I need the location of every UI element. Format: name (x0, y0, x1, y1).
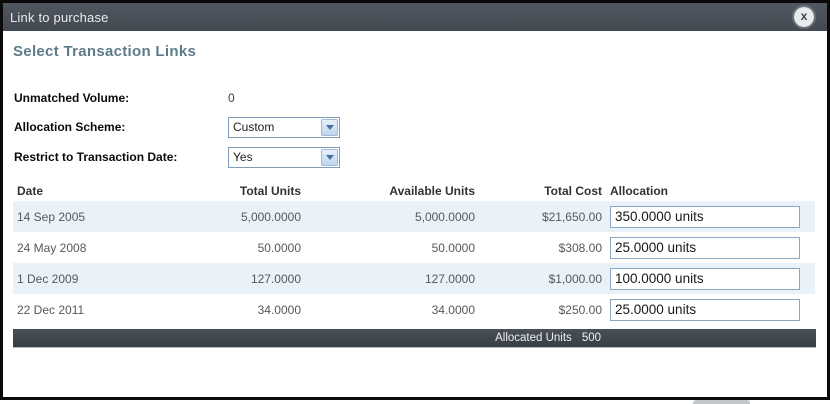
allocation-scheme-selected-value: Custom (233, 120, 275, 134)
allocation-input[interactable] (610, 236, 800, 259)
unmatched-volume-label: Unmatched Volume: (14, 91, 130, 105)
column-header-date: Date (17, 183, 44, 198)
allocated-units-label: Allocated Units (495, 332, 572, 344)
table-row: 1 Dec 2009 127.0000 127.0000 $1,000.00 (13, 263, 815, 294)
cell-date: 1 Dec 2009 (17, 271, 79, 286)
close-icon: x (800, 9, 808, 23)
allocated-units-value: 500 (581, 332, 601, 344)
restrict-to-transaction-date-row: Restrict to Transaction Date: Yes (14, 146, 340, 168)
column-header-available-units: Available Units (389, 183, 475, 198)
close-button[interactable]: x (794, 7, 814, 27)
table-row: 14 Sep 2005 5,000.0000 5,000.0000 $21,65… (13, 201, 815, 232)
column-header-allocation: Allocation (610, 183, 669, 198)
chevron-down-icon[interactable] (321, 148, 338, 166)
column-header-total-cost: Total Cost (544, 183, 602, 198)
column-header-total-units: Total Units (239, 183, 301, 198)
restrict-date-select[interactable]: Yes (228, 146, 340, 168)
cell-total-units: 5,000.0000 (240, 209, 301, 224)
cell-date: 14 Sep 2005 (17, 209, 86, 224)
table-header-row: Date Total Units Available Units Total C… (13, 180, 815, 201)
cell-date: 22 Dec 2011 (17, 302, 85, 317)
page-title: Select Transaction Links (13, 43, 197, 60)
cell-total-units: 50.0000 (257, 240, 301, 255)
cell-total-cost: $250.00 (558, 302, 602, 317)
allocation-scheme-label: Allocation Scheme: (14, 120, 126, 134)
cell-available-units: 127.0000 (424, 271, 475, 286)
dialog-titlebar: Link to purchase x (3, 3, 827, 31)
cell-total-units: 127.0000 (250, 271, 301, 286)
cell-available-units: 5,000.0000 (414, 209, 475, 224)
allocation-input[interactable] (610, 298, 800, 321)
dialog-title: Link to purchase (10, 9, 109, 25)
cell-date: 24 May 2008 (17, 240, 87, 255)
table-row: 24 May 2008 50.0000 50.0000 $308.00 (13, 232, 815, 263)
allocation-input[interactable] (610, 267, 800, 290)
cell-available-units: 34.0000 (431, 302, 475, 317)
restrict-date-selected-value: Yes (233, 150, 253, 164)
allocation-scheme-row: Allocation Scheme: Custom (14, 116, 340, 138)
chevron-down-icon[interactable] (321, 118, 338, 136)
cell-total-cost: $1,000.00 (548, 271, 602, 286)
cell-available-units: 50.0000 (431, 240, 475, 255)
allocation-scheme-select[interactable]: Custom (228, 116, 340, 138)
cell-total-cost: $21,650.00 (541, 209, 602, 224)
cell-total-units: 34.0000 (257, 302, 301, 317)
unmatched-volume-row: Unmatched Volume: 0 (14, 87, 235, 109)
table-row: 22 Dec 2011 34.0000 34.0000 $250.00 (13, 294, 815, 325)
restrict-date-label: Restrict to Transaction Date: (14, 150, 178, 164)
offscreen-button-fragment[interactable] (693, 400, 750, 404)
allocated-units-bar: Allocated Units 500 (13, 329, 816, 348)
cell-total-cost: $308.00 (558, 240, 602, 255)
unmatched-volume-value: 0 (228, 91, 235, 105)
transaction-links-table: Date Total Units Available Units Total C… (13, 180, 816, 348)
allocation-input[interactable] (610, 205, 800, 228)
